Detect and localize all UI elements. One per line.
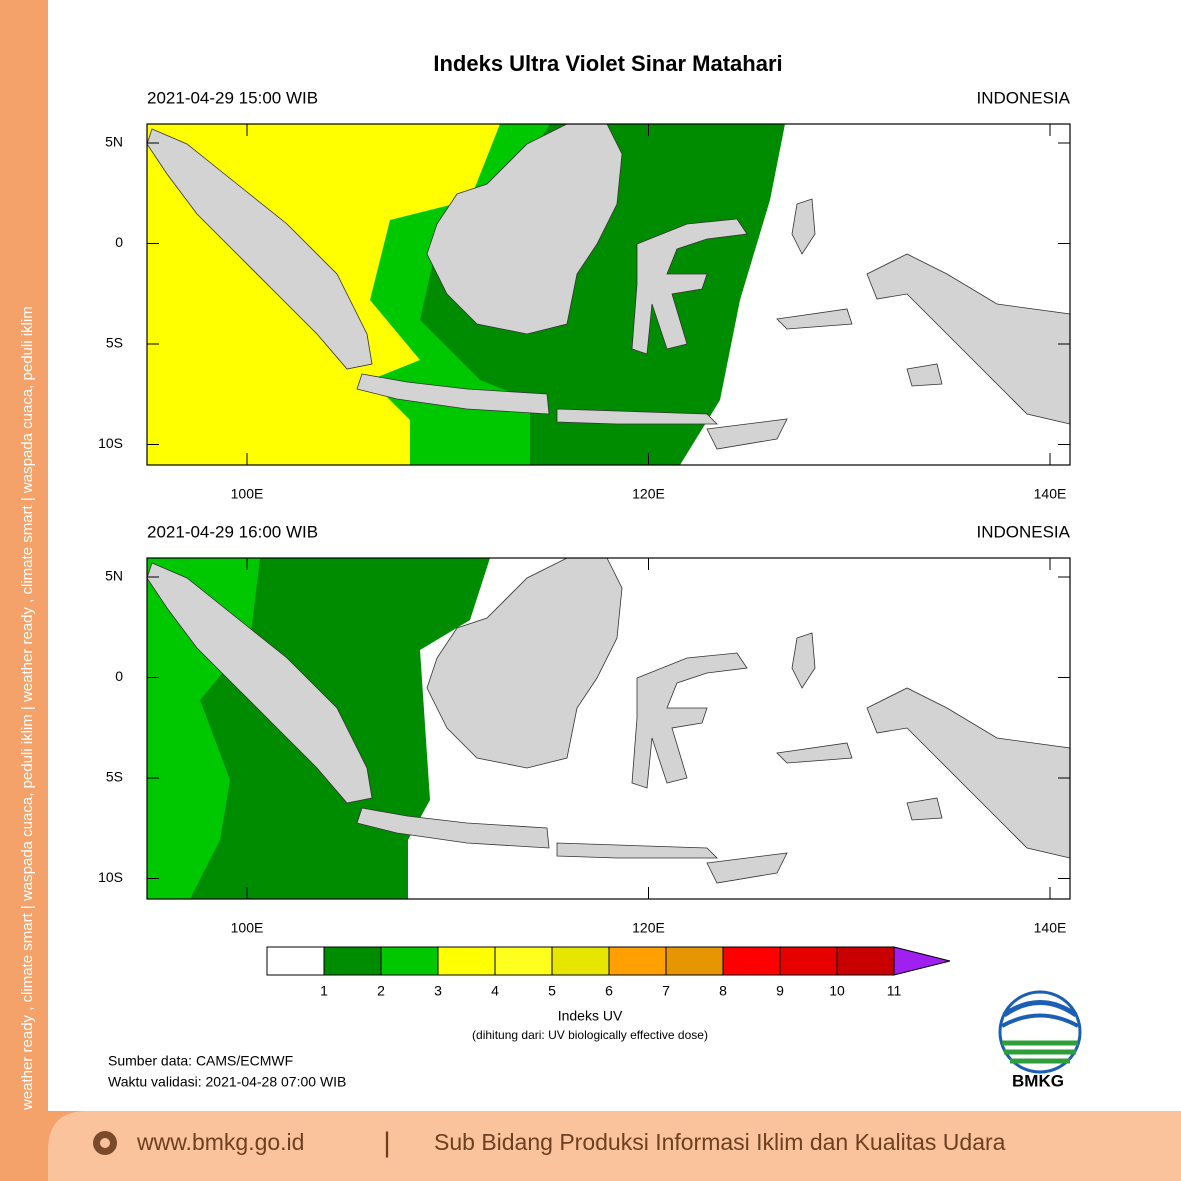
colorbar-box	[836, 946, 895, 976]
sidebar-text: weather ready , climate smart | waspada …	[19, 306, 36, 1111]
region-label: INDONESIA	[976, 88, 1070, 107]
lat-label: 10S	[98, 435, 123, 451]
colorbar-note: (dihitung dari: UV biologically effectiv…	[472, 1028, 708, 1042]
colorbar-box	[380, 946, 439, 976]
colorbar-title: Indeks UV	[558, 1008, 623, 1024]
lat-label: 5S	[106, 335, 123, 351]
logo-text: BMKG	[1012, 1071, 1064, 1090]
colorbar-box	[437, 946, 496, 976]
bmkg-logo: BMKG	[998, 990, 1082, 1090]
colorbar-tick-label: 4	[491, 983, 499, 999]
lat-label: 5N	[105, 568, 123, 584]
footer-unit: Sub Bidang Produksi Informasi Iklim dan …	[434, 1129, 1006, 1155]
colorbar-tick-label: 1	[320, 983, 328, 999]
date-label: 2021-04-29 16:00 WIB	[147, 522, 318, 541]
web-icon	[93, 1131, 117, 1155]
colorbar-box	[494, 946, 553, 976]
lat-label: 10S	[98, 869, 123, 885]
colorbar-tick-label: 2	[377, 983, 385, 999]
colorbar-tick-label: 7	[662, 983, 670, 999]
lon-label: 100E	[231, 920, 264, 936]
colorbar-tick-label: 11	[887, 983, 902, 999]
lon-label: 120E	[632, 486, 665, 502]
corner	[48, 1111, 87, 1150]
colorbar-tick-label: 3	[434, 983, 442, 999]
colorbar-box	[779, 946, 838, 976]
colorbar-tick-label: 6	[605, 983, 613, 999]
map-panel-1	[146, 123, 1071, 466]
colorbar-box	[608, 946, 667, 976]
colorbar-box	[722, 946, 781, 976]
map-panel-2	[146, 557, 1071, 900]
colorbar-tick-label: 8	[719, 983, 727, 999]
colorbar-box	[665, 946, 724, 976]
validity: Waktu validasi: 2021-04-28 07:00 WIB	[108, 1074, 346, 1090]
lat-label: 0	[115, 668, 123, 684]
colorbar-over	[893, 946, 951, 976]
lon-label: 140E	[1034, 486, 1067, 502]
colorbar-tick-label: 5	[548, 983, 556, 999]
title: Indeks Ultra Violet Sinar Matahari	[433, 51, 782, 76]
colorbar-box	[266, 946, 325, 976]
colorbar-tick-label: 10	[829, 983, 845, 999]
footer-url: www.bmkg.go.id	[136, 1129, 304, 1155]
colorbar-box	[551, 946, 610, 976]
footer-divider: |	[383, 1126, 390, 1157]
lat-label: 5N	[105, 134, 123, 150]
lon-label: 100E	[231, 486, 264, 502]
lon-label: 140E	[1034, 920, 1067, 936]
colorbar-box	[323, 946, 382, 976]
source: Sumber data: CAMS/ECMWF	[108, 1053, 293, 1069]
date-label: 2021-04-29 15:00 WIB	[147, 88, 318, 107]
footer-bg	[48, 1111, 1181, 1181]
lon-label: 120E	[632, 920, 665, 936]
lat-label: 0	[115, 234, 123, 250]
colorbar-tick-label: 9	[776, 983, 784, 999]
region-label: INDONESIA	[976, 522, 1070, 541]
lat-label: 5S	[106, 769, 123, 785]
